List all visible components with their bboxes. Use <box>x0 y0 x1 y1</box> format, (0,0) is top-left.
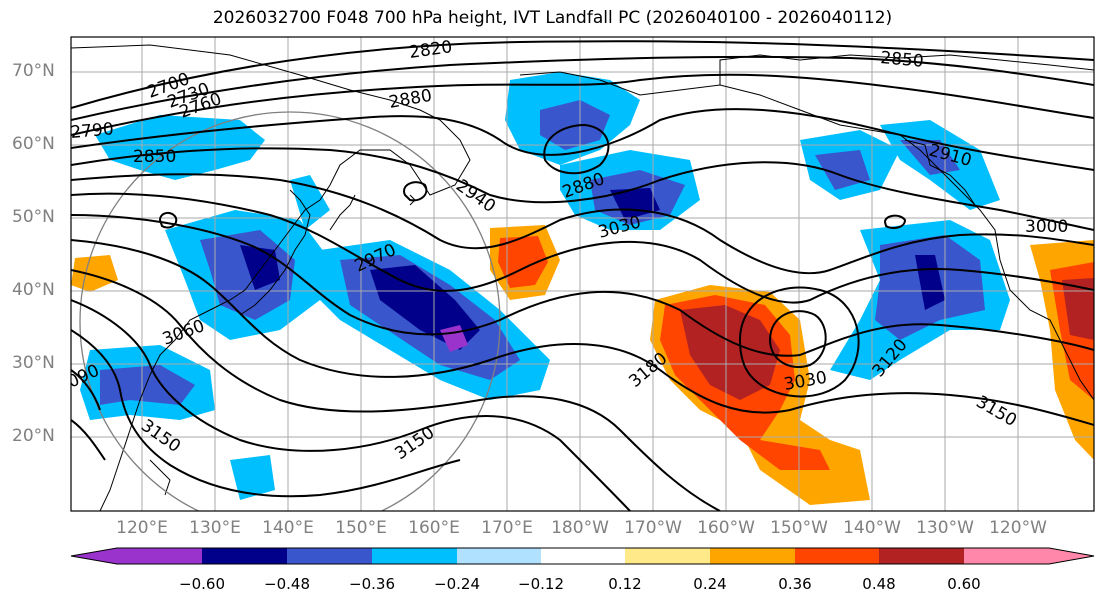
lon-label: 170°W <box>624 518 682 538</box>
colorbar-tick: 0.48 <box>862 575 896 593</box>
colorbar-segment <box>964 548 1049 564</box>
coastlines <box>71 44 1094 511</box>
colorbar-tick: −0.24 <box>434 575 480 593</box>
colorbar-tick: 0.36 <box>778 575 812 593</box>
lat-label: 70°N <box>12 61 55 81</box>
colorbar-segment <box>457 548 541 564</box>
lon-label: 150°W <box>770 518 828 538</box>
lon-label: 160°W <box>697 518 755 538</box>
contour-label: 2850 <box>880 48 925 72</box>
map-panel: 2820 2850 2700 2730 2760 2880 2790 2850 … <box>70 37 1094 511</box>
lon-label: 170°E <box>481 518 533 538</box>
colorbar-segment <box>625 548 710 564</box>
height-contours <box>71 40 1094 511</box>
colorbar-segment <box>287 548 372 564</box>
colorbar-segment <box>1049 548 1094 564</box>
lon-label: 180°W <box>551 518 609 538</box>
distance-ring <box>79 111 501 511</box>
colorbar-segment <box>541 548 625 564</box>
lon-label: 140°E <box>262 518 314 538</box>
map-gridlines <box>71 37 1094 511</box>
colorbar-tick: −0.12 <box>518 575 564 593</box>
colorbar-segment <box>372 548 457 564</box>
colorbar-tick: −0.48 <box>264 575 310 593</box>
contour-label: 2790 <box>70 119 115 143</box>
colorbar <box>70 547 1095 565</box>
lat-label: 60°N <box>12 134 55 154</box>
colorbar-tick: −0.60 <box>179 575 225 593</box>
map-frame <box>70 36 1095 512</box>
colorbar-tick: 0.24 <box>693 575 727 593</box>
lon-label: 160°E <box>408 518 460 538</box>
ivt-negative-shading <box>80 72 1010 500</box>
colorbar-tick: 0.60 <box>947 575 981 593</box>
contour-label: 2850 <box>133 147 176 167</box>
ivt-positive-shading <box>71 225 1094 505</box>
colorbar-segment <box>202 548 287 564</box>
colorbar-tick: −0.36 <box>349 575 395 593</box>
map-title: 2026032700 F048 700 hPa height, IVT Land… <box>212 8 893 28</box>
contour-label: 3000 <box>1025 217 1068 237</box>
lon-label: 130°E <box>189 518 241 538</box>
lon-label: 120°E <box>116 518 168 538</box>
lon-label: 130°W <box>916 518 974 538</box>
colorbar-outline <box>70 547 1095 565</box>
lon-label: 140°W <box>843 518 901 538</box>
lon-label: 120°W <box>989 518 1047 538</box>
colorbar-segment <box>795 548 879 564</box>
lat-label: 50°N <box>12 207 55 227</box>
colorbar-tick: 0.12 <box>608 575 642 593</box>
colorbar-segment <box>879 548 964 564</box>
lat-label: 20°N <box>12 426 55 446</box>
colorbar-segment <box>710 548 795 564</box>
colorbar-segment <box>117 548 202 564</box>
lat-label: 40°N <box>12 280 55 300</box>
lat-label: 30°N <box>12 353 55 373</box>
colorbar-segment <box>71 548 117 564</box>
lon-label: 150°E <box>335 518 387 538</box>
